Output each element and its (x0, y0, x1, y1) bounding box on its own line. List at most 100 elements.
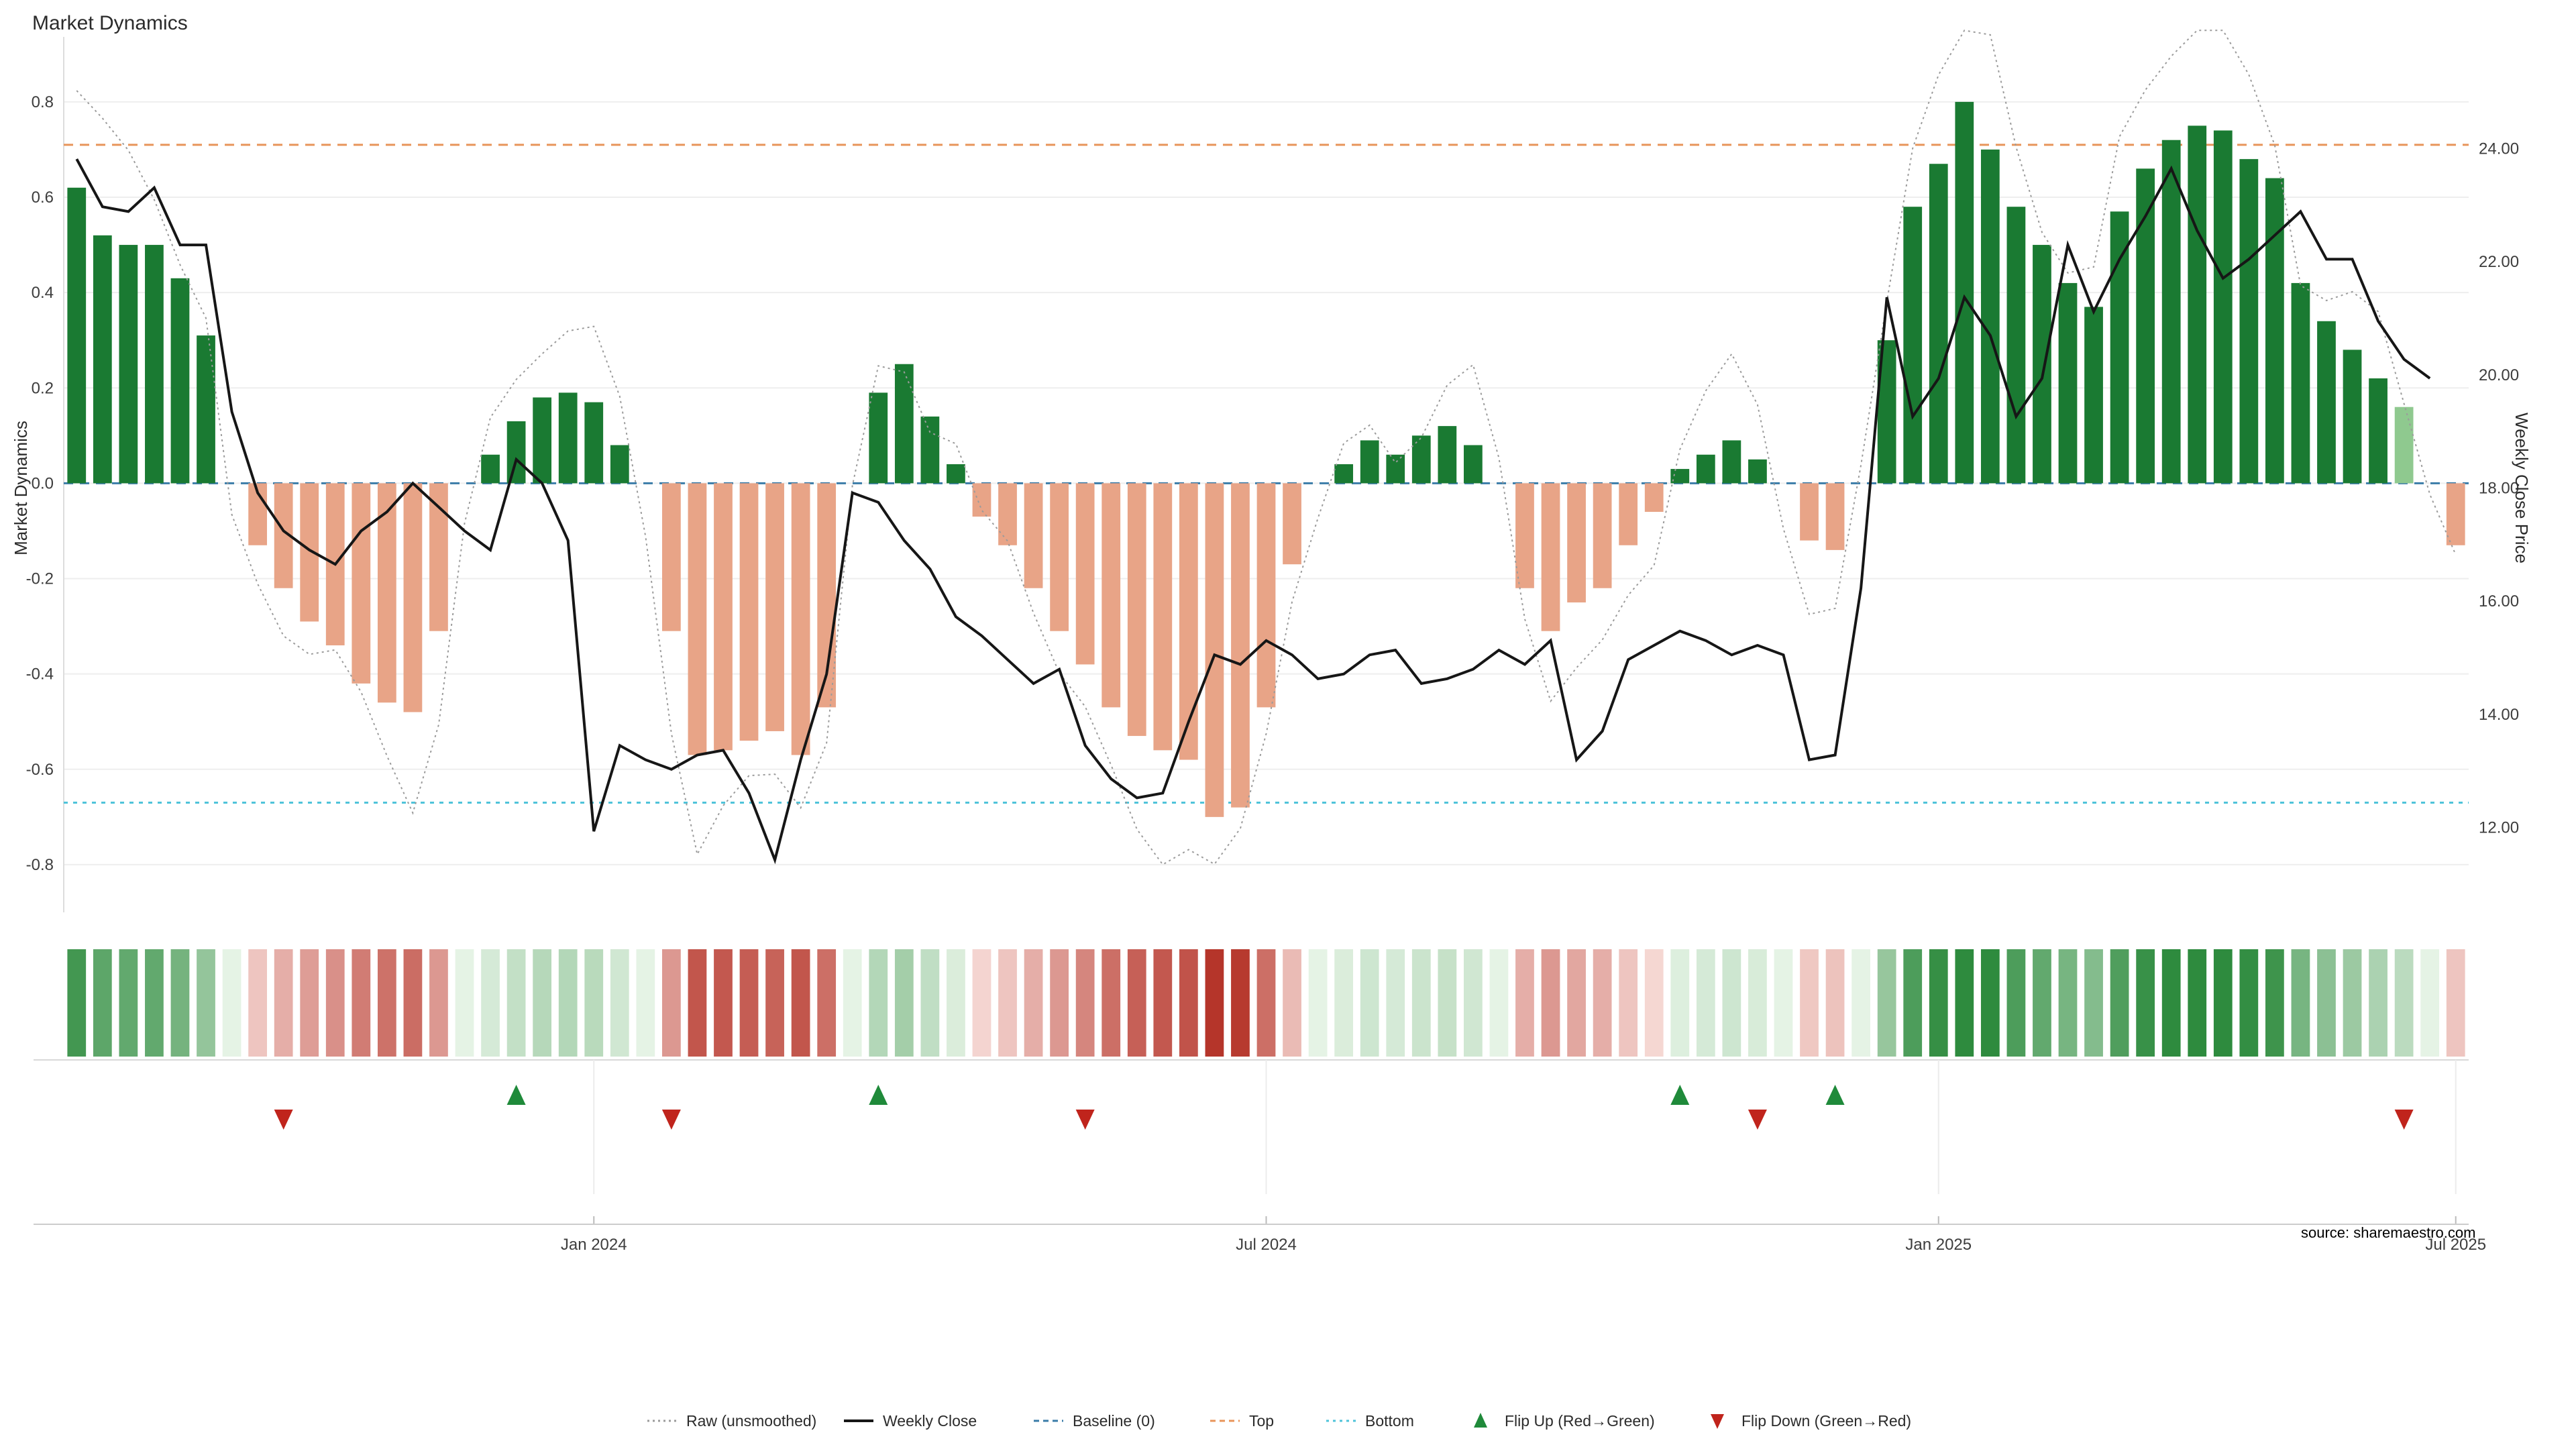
bar-segment (2343, 350, 2362, 483)
bar-segment (1153, 483, 1172, 750)
heatmap-cell (2188, 949, 2206, 1057)
bar-segment (947, 464, 965, 483)
bar-segment (1231, 483, 1250, 807)
heatmap-cell (1645, 949, 1664, 1057)
heatmap-cell (1386, 949, 1405, 1057)
bar-segment (93, 235, 112, 484)
heatmap-cell (326, 949, 345, 1057)
heatmap-cell (248, 949, 267, 1057)
heatmap-cell (1490, 949, 1509, 1057)
heatmap-cell (1748, 949, 1767, 1057)
svg-text:Market Dynamics: Market Dynamics (11, 421, 31, 555)
heatmap-cell (662, 949, 681, 1057)
svg-text:0.0: 0.0 (32, 474, 54, 492)
bar-segment (1257, 483, 1276, 707)
heatmap-cell (895, 949, 914, 1057)
bar-segment (1515, 483, 1534, 588)
bar-segment (533, 397, 551, 483)
bar-segment (584, 402, 603, 484)
svg-text:-0.8: -0.8 (26, 856, 54, 874)
heatmap-cell (1231, 949, 1250, 1057)
heatmap-cell (792, 949, 810, 1057)
bar-segment (1697, 455, 1715, 484)
heatmap-cell (1670, 949, 1689, 1057)
bar-segment (1929, 164, 1948, 483)
heatmap-cell (67, 949, 86, 1057)
bar-segment (1800, 483, 1819, 540)
heatmap-cell (920, 949, 939, 1057)
heatmap-cell (2343, 949, 2362, 1057)
flip-down-marker (1748, 1110, 1767, 1130)
flip-up-marker (1670, 1085, 1689, 1105)
bar-segment (404, 483, 423, 712)
bar-segment (765, 483, 784, 731)
bar-segment (1542, 483, 1560, 631)
heatmap-cell (274, 949, 293, 1057)
bar-segment (1334, 464, 1353, 483)
legend-item: Flip Down (Green→Red) (1711, 1412, 1911, 1430)
bar-segment (1981, 150, 2000, 483)
heatmap-cell (610, 949, 629, 1057)
bar-segment (2007, 207, 2026, 483)
chart-container: Market Dynamics -0.8 -0.6 -0.4 -0.2 0.0 0.2 0.… (0, 0, 2576, 1449)
bar-segment (197, 335, 215, 483)
heatmap-cell (1438, 949, 1456, 1057)
bar-segment (920, 417, 939, 483)
heatmap-cell (481, 949, 500, 1057)
heatmap-cell (1257, 949, 1276, 1057)
bar-segment (2214, 130, 2233, 483)
heatmap-cell (1567, 949, 1586, 1057)
bar-segment (559, 392, 578, 483)
flip-down-marker (2395, 1110, 2414, 1130)
bar-segment (610, 445, 629, 484)
svg-text:-0.2: -0.2 (26, 570, 54, 588)
bar-segment (973, 483, 991, 517)
bar-segment (1903, 207, 1922, 483)
bar-segment (1464, 445, 1483, 484)
heatmap-cell (533, 949, 551, 1057)
heatmap-cell (1800, 949, 1819, 1057)
heatmap-cell (2317, 949, 2336, 1057)
bar-segment (1128, 483, 1146, 736)
heatmap-cell (1981, 949, 2000, 1057)
flip-up-marker (869, 1085, 888, 1105)
heatmap-cell (1024, 949, 1043, 1057)
svg-text:-0.6: -0.6 (26, 761, 54, 779)
heatmap-cell (973, 949, 991, 1057)
svg-text:Jul 2024: Jul 2024 (1236, 1236, 1297, 1254)
svg-text:Jan 2024: Jan 2024 (561, 1236, 627, 1254)
bar-segment (145, 245, 164, 483)
svg-text:Weekly Close: Weekly Close (883, 1412, 977, 1430)
heatmap-cell (947, 949, 965, 1057)
market-dynamics-svg: -0.8-0.6-0.4-0.20.00.20.40.60.812.0014.0… (0, 0, 2576, 1449)
bar-segment (740, 483, 759, 741)
bar-segment (2188, 125, 2206, 483)
heatmap-cell (1283, 949, 1301, 1057)
heatmap-cell (1774, 949, 1793, 1057)
bar-segment (1102, 483, 1120, 707)
flip-down-marker (274, 1110, 293, 1130)
heatmap-cell (2007, 949, 2026, 1057)
bar-segment (1567, 483, 1586, 602)
heatmap-cell (1102, 949, 1120, 1057)
bar-segment (1076, 483, 1095, 664)
flip-up-marker (507, 1085, 526, 1105)
bar-segment (507, 421, 526, 483)
heatmap-cell (1722, 949, 1741, 1057)
heatmap-cell (1903, 949, 1922, 1057)
heatmap-cell (93, 949, 112, 1057)
bar-segment (1050, 483, 1069, 631)
bar-segment (1826, 483, 1845, 549)
svg-text:Top: Top (1249, 1412, 1274, 1430)
bar-segment (2239, 159, 2258, 483)
svg-text:Jan 2025: Jan 2025 (1905, 1236, 1972, 1254)
source-label: source: sharemaestro.com (2301, 1224, 2475, 1242)
bar-segment (352, 483, 370, 683)
heatmap-cell (1955, 949, 1974, 1057)
bar-segment (1412, 435, 1431, 483)
heatmap-cell (1464, 949, 1483, 1057)
heatmap-cell (817, 949, 836, 1057)
bar-segment (1438, 426, 1456, 483)
svg-text:Bottom: Bottom (1365, 1412, 1414, 1430)
heatmap-cell (2292, 949, 2310, 1057)
